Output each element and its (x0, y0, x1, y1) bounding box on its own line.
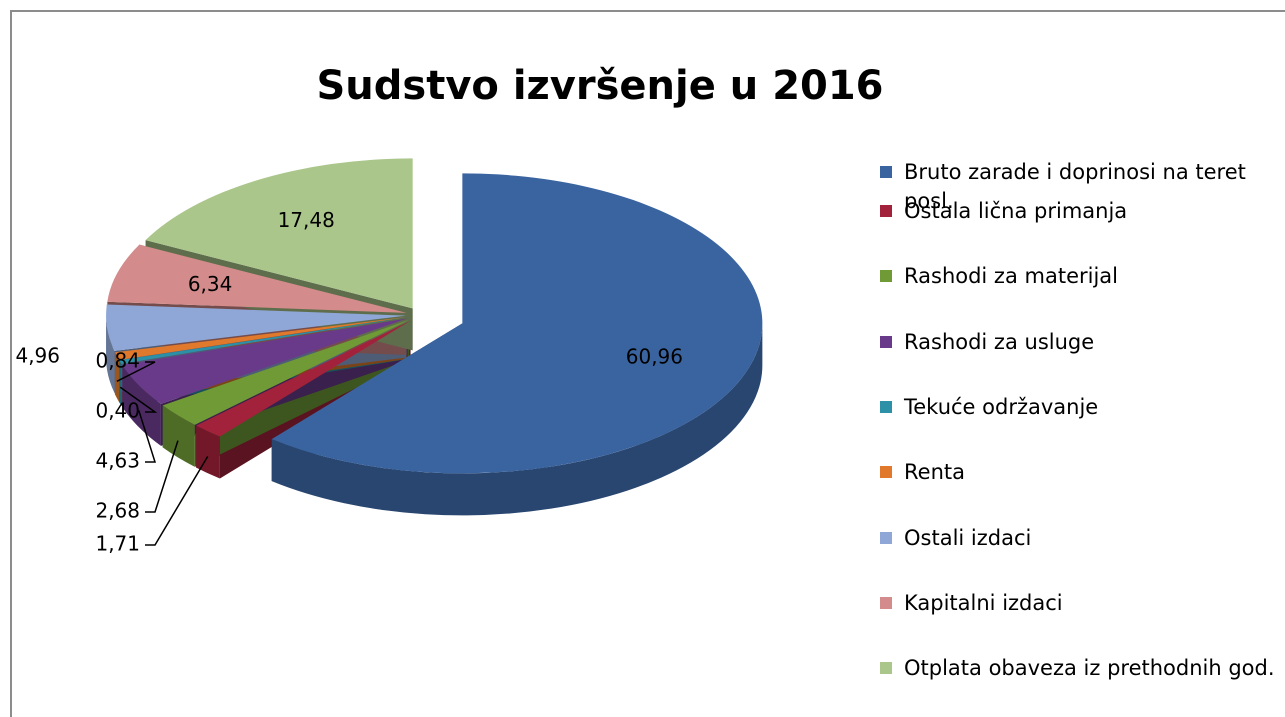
leader-line (116, 361, 156, 383)
legend-label: Ostala lična primanja (904, 199, 1128, 223)
legend-item: Ostala lična primanja (880, 197, 1280, 226)
slice-wall (162, 405, 195, 467)
legend-swatch (880, 596, 892, 609)
frame (10, 10, 1285, 717)
slice-wall (119, 360, 122, 406)
legend-item: Otplata obaveza iz prethodnih god. (880, 654, 1280, 683)
legend-label: Kapitalni izdaci (904, 590, 1063, 615)
legend-label: Otplata obaveza iz prethodnih god. (904, 656, 1275, 681)
data-label: 2,68 (95, 499, 140, 523)
chart-title: Sudstvo izvršenje u 2016 (316, 63, 883, 109)
legend-swatch (880, 466, 892, 479)
slice (162, 319, 410, 425)
slice (145, 158, 413, 309)
legend-swatch (880, 270, 892, 283)
legend-label: Ostali izdaci (904, 525, 1032, 550)
slice (119, 317, 407, 364)
slice (122, 318, 408, 404)
slice (271, 173, 763, 474)
legend-item: Tekuće održavanje (880, 393, 1280, 422)
legend-label: Tekuće održavanje (904, 394, 1099, 419)
leader-line (145, 440, 179, 513)
legend-swatch (880, 400, 892, 413)
legend-item: Rashodi za materijal (880, 262, 1280, 291)
legend-item: Ostali izdaci (880, 524, 1280, 553)
leader-line (145, 456, 209, 546)
slice-wall (271, 323, 763, 516)
legend-item: Renta (880, 458, 1280, 487)
legend-label: Renta (904, 460, 965, 485)
slice-wall (122, 364, 161, 446)
legend-item: Rashodi za usluge (880, 328, 1280, 357)
slice (107, 244, 407, 313)
leader-line (119, 386, 158, 413)
data-label: 1,71 (95, 532, 140, 556)
legend-swatch (880, 205, 892, 217)
slice (114, 317, 407, 360)
legend-label: Rashodi za usluge (904, 329, 1095, 354)
legend-label: Rashodi za materijal (904, 264, 1118, 289)
legend-item: Bruto zarade i doprinosi na teret posl. (880, 158, 1280, 216)
data-label: 6,34 (188, 272, 233, 296)
data-label: 4,96 (15, 344, 60, 368)
data-label: 60,96 (626, 344, 683, 368)
legend-swatch (880, 335, 892, 348)
legend-swatch (880, 662, 892, 675)
slice-wall (114, 352, 120, 402)
legend-swatch (880, 166, 892, 178)
slice (106, 304, 407, 351)
data-label: 4,63 (95, 449, 140, 473)
data-label: 0,84 (95, 349, 140, 373)
data-label: 0,40 (95, 399, 140, 423)
data-label: 17,48 (278, 208, 335, 232)
slice (196, 320, 411, 437)
legend-label: Bruto zarade i doprinosi na teret posl. (904, 160, 1246, 213)
slice-wall (106, 315, 115, 393)
legend-item: Kapitalni izdaci (880, 589, 1280, 618)
legend-swatch (880, 531, 892, 544)
leader-line (138, 410, 157, 463)
